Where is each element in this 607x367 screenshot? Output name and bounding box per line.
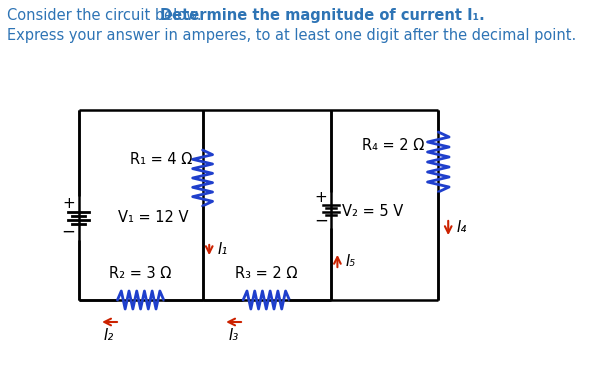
Text: R₄ = 2 Ω: R₄ = 2 Ω [362,138,424,153]
Text: Express your answer in amperes, to at least one digit after the decimal point.: Express your answer in amperes, to at le… [7,28,576,43]
Text: I₃: I₃ [229,327,239,342]
Text: V₂ = 5 V: V₂ = 5 V [342,204,404,219]
Text: I₅: I₅ [345,254,356,269]
Text: +: + [63,196,75,211]
Text: +: + [314,189,327,204]
Text: Determine the magnitude of current I₁.: Determine the magnitude of current I₁. [160,8,484,23]
Text: I₄: I₄ [456,221,467,236]
Text: V₁ = 12 V: V₁ = 12 V [118,211,189,225]
Text: −: − [314,212,328,230]
Text: −: − [62,223,76,241]
Text: I₂: I₂ [104,327,114,342]
Text: Consider the circuit below.: Consider the circuit below. [7,8,206,23]
Text: R₂ = 3 Ω: R₂ = 3 Ω [109,266,172,281]
Text: I₁: I₁ [217,243,228,258]
Text: R₃ = 2 Ω: R₃ = 2 Ω [235,266,297,281]
Text: R₁ = 4 Ω: R₁ = 4 Ω [130,153,192,167]
